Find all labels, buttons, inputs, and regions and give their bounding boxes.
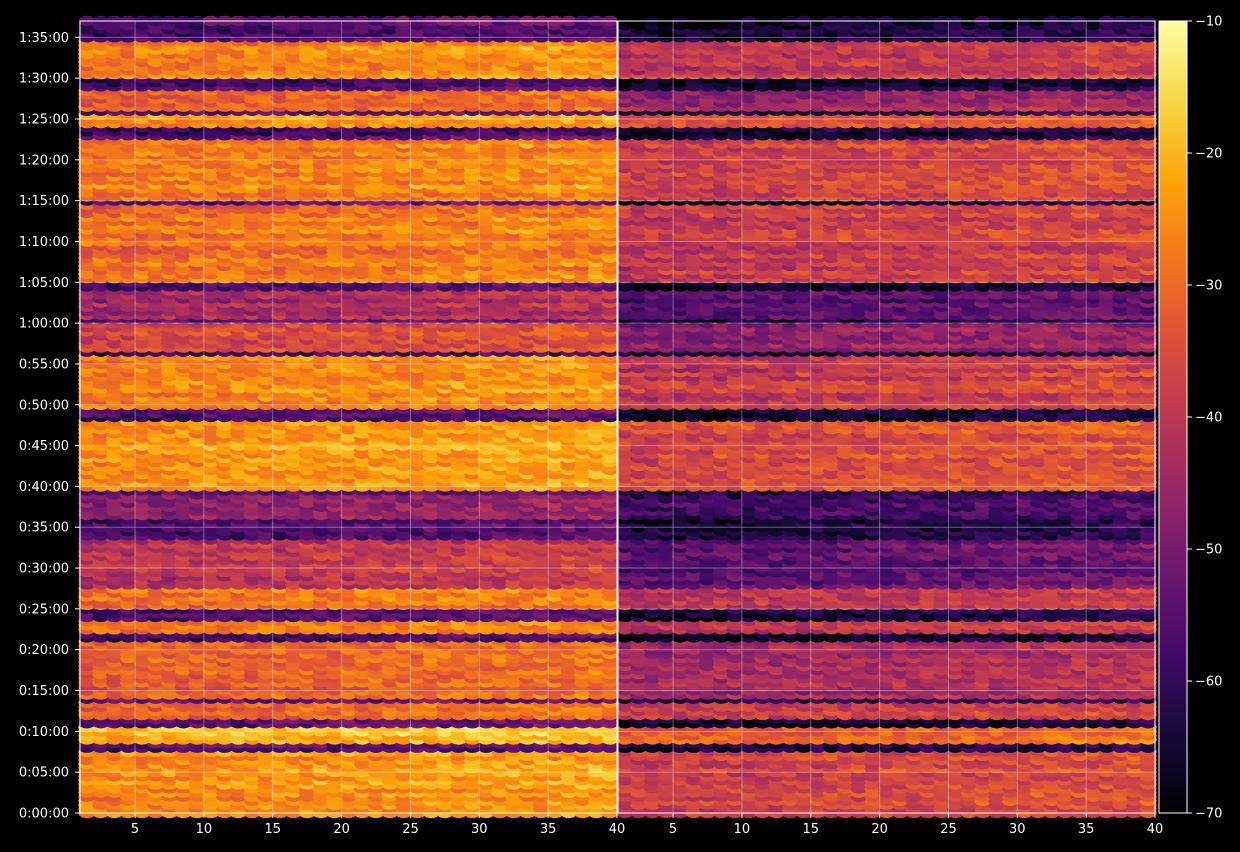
heatmap-panel-1 xyxy=(78,15,619,819)
plot-area xyxy=(78,15,1157,819)
